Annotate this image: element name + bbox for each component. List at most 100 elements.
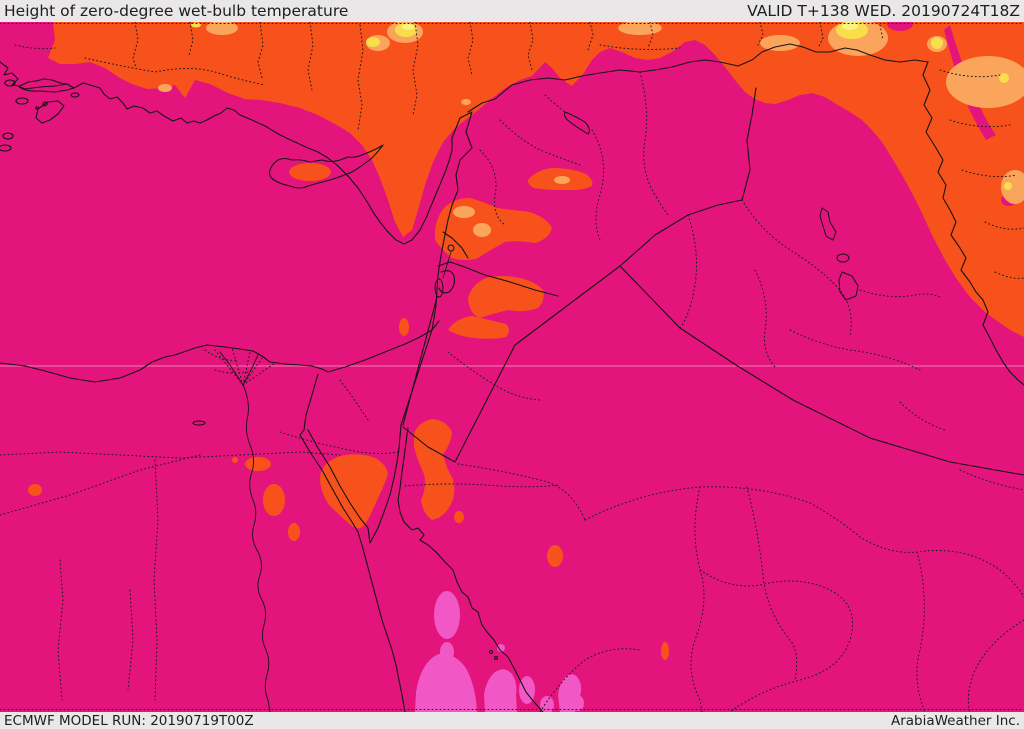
admin-line-turkey [307, 22, 314, 91]
orange-spot-tabuk [547, 545, 563, 567]
coastline-sinai-aqaba [307, 424, 402, 544]
orange-blob-sinai [320, 454, 388, 529]
island-small [4, 79, 16, 87]
admin-line-turkey [817, 22, 824, 49]
island-redsea [493, 655, 499, 661]
island-rhodes [35, 100, 65, 124]
orange-dot-nw-saudi [454, 511, 464, 523]
admin-line-iraq [789, 329, 921, 371]
admin-line-iraq [741, 199, 852, 336]
admin-line-iraq [899, 401, 946, 431]
admin-borders-dotted [0, 22, 1024, 712]
admin-line-saudi [539, 648, 641, 712]
orange-blob-jordan-south [448, 316, 509, 339]
admin-line-saudi [690, 486, 705, 712]
admin-line-turkey [467, 22, 474, 76]
magenta-notch-top [887, 22, 913, 31]
admin-line-saudi [404, 483, 561, 488]
admin-line-iran [939, 69, 1001, 78]
admin-line-egypt [0, 454, 201, 516]
orange-band-anatolia-zagros [48, 22, 1024, 337]
brand-label: ArabiaWeather Inc. [890, 712, 1020, 729]
admin-line-aegean [14, 44, 56, 50]
coastline-gulf-suez-west-redsea [299, 429, 406, 712]
admin-line-iran [949, 119, 1011, 128]
admin-line-egypt [231, 347, 244, 386]
border-west-bank [438, 270, 455, 294]
orange-dot-hejaz [661, 642, 669, 660]
river-nile-damietta [242, 354, 259, 386]
light-orange-patch [946, 56, 1024, 108]
orange-spot-egypt-1 [245, 457, 271, 471]
admin-line-iran [961, 169, 1018, 178]
admin-line-egypt [57, 559, 64, 701]
admin-line-turkey [357, 24, 364, 131]
admin-line-egypt [242, 351, 251, 386]
lake-assad [564, 111, 590, 135]
admin-line-turkey [84, 57, 266, 86]
yellow-patch [191, 22, 201, 28]
island-small [42, 101, 48, 107]
forecast-map [0, 22, 1024, 712]
admin-line-saudi [457, 463, 586, 521]
yellow-patch [931, 37, 943, 49]
lake-habbaniyah [836, 253, 850, 263]
admin-line-turkey [879, 24, 884, 41]
border-lebanon-syria [442, 231, 469, 259]
pink-lobe [519, 676, 535, 704]
light-orange-patch [461, 99, 471, 105]
suez-canal [303, 373, 319, 431]
river-nile-rosetta [219, 351, 244, 386]
page-title: Height of zero-degree wet-bulb temperatu… [4, 2, 349, 20]
admin-line-egypt [242, 357, 263, 386]
admin-line-saudi [959, 469, 1024, 491]
orange-dot-egypt [232, 457, 238, 463]
border-egypt-israel [400, 329, 433, 426]
border-turkey-syria-iraq [467, 43, 929, 113]
admin-line-turkey [527, 22, 534, 71]
light-orange-patch [158, 84, 172, 92]
light-orange-patch [760, 35, 800, 51]
lakes [192, 111, 859, 426]
admin-line-egypt [214, 369, 249, 374]
border-jordan-iraq [514, 265, 621, 346]
lake-qarun [192, 420, 206, 426]
admin-line-syria [591, 129, 605, 241]
header-bar: Height of zero-degree wet-bulb temperatu… [0, 0, 1024, 22]
island-small [35, 106, 39, 110]
wetbulb-base-field [0, 22, 1024, 712]
island-small [0, 144, 12, 152]
pink-blob-main [415, 653, 477, 712]
model-run-label: ECMWF MODEL RUN: 20190719T00Z [4, 712, 254, 729]
admin-line-iran [984, 221, 1024, 230]
admin-line-syria [479, 149, 506, 226]
pink-lobe [484, 669, 517, 712]
river-jordan [442, 251, 452, 279]
admin-line-turkey [647, 22, 654, 49]
pink-pill-redsea [434, 591, 460, 639]
border-syria-jordan [461, 265, 559, 297]
admin-line-saudi [746, 486, 798, 681]
wetbulb-orange-regions [28, 22, 1024, 660]
orange-spot-egypt-2 [263, 484, 285, 516]
admin-line-sinai [339, 379, 369, 421]
valid-time-label: VALID T+138 WED. 20190724T18Z [747, 2, 1020, 20]
lake-galilee [447, 244, 455, 252]
coastline-saudi-redsea [397, 427, 544, 712]
island-small [15, 97, 29, 105]
admin-line-turkey [412, 22, 419, 116]
island-small [70, 92, 80, 98]
orange-spot-cyprus [289, 163, 331, 181]
admin-line-egypt [214, 349, 244, 386]
admin-line-egypt [242, 362, 276, 386]
island-cyprus [268, 144, 384, 189]
wetbulb-bright-yellow-cores [402, 22, 858, 30]
river-nile [242, 384, 271, 712]
admin-line-iran [994, 271, 1024, 279]
border-jordan-saudi [402, 344, 516, 463]
light-orange-patch [1001, 170, 1024, 204]
admin-line-saudi [584, 486, 1024, 598]
island-redsea [488, 649, 494, 655]
admin-line-turkey [257, 22, 264, 79]
magenta-sliver-zagros [944, 25, 996, 140]
